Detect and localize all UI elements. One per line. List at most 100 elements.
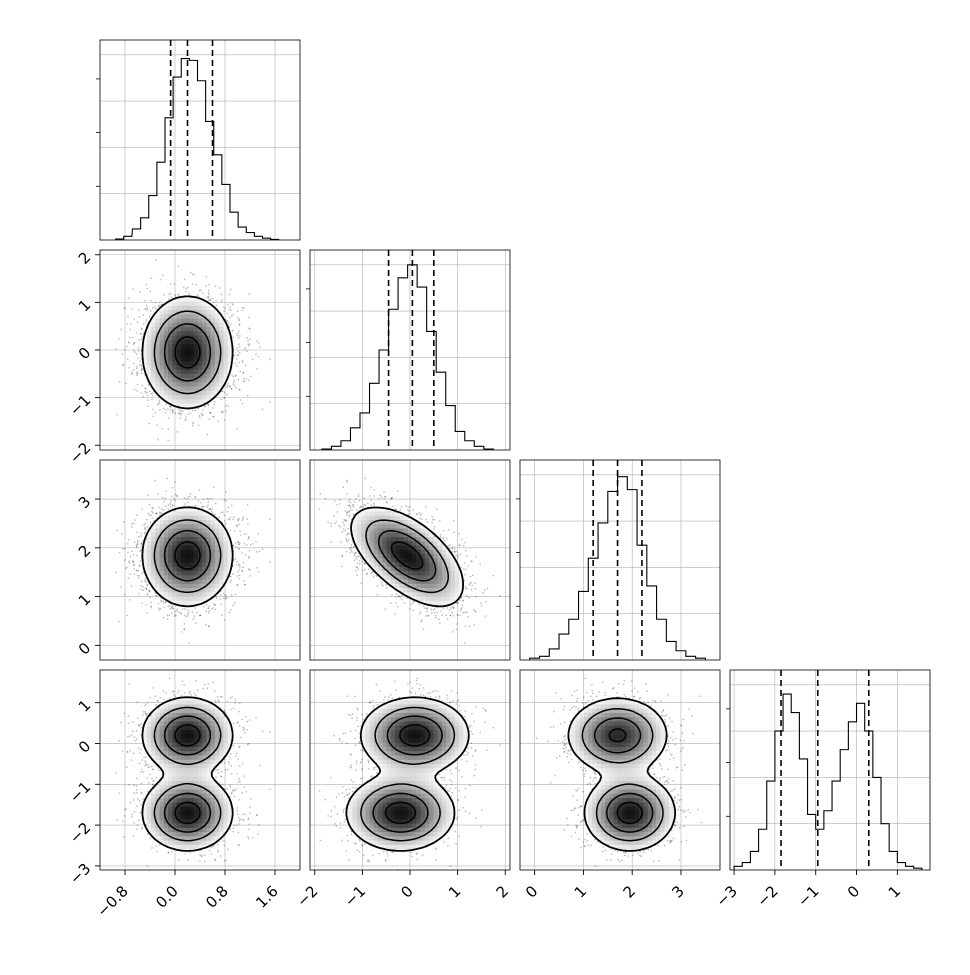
sample-point <box>199 415 200 416</box>
density-cell <box>151 378 156 383</box>
density-cell <box>164 314 169 319</box>
sample-point <box>128 367 129 368</box>
density-cell <box>194 314 199 319</box>
density-cell <box>151 335 156 340</box>
sample-point <box>147 400 148 401</box>
density-cell <box>147 369 152 374</box>
sample-point <box>134 318 135 319</box>
sample-point <box>227 383 228 384</box>
sample-point <box>128 539 129 540</box>
sample-point <box>206 296 207 297</box>
density-cell <box>206 390 211 395</box>
sample-point <box>219 287 220 288</box>
sample-point <box>169 294 170 295</box>
density-cell <box>211 331 216 336</box>
sample-point <box>128 562 129 563</box>
sample-point <box>184 278 185 279</box>
sample-point <box>180 414 181 415</box>
sample-point <box>152 307 153 308</box>
density-cell <box>219 331 224 336</box>
sample-point <box>172 410 173 411</box>
sample-point <box>146 526 147 527</box>
sample-point <box>140 544 141 545</box>
density-cell <box>164 386 169 391</box>
density-cell <box>185 331 190 336</box>
sample-point <box>162 275 163 276</box>
density-cell <box>155 386 160 391</box>
density-cell <box>177 386 182 391</box>
hist-panel-1 <box>306 250 510 450</box>
sample-point <box>225 500 226 501</box>
density-cell <box>151 365 156 370</box>
density-cell <box>181 356 186 361</box>
sample-point <box>122 353 123 354</box>
sample-point <box>214 401 215 402</box>
sample-point <box>239 389 240 390</box>
sample-point <box>231 374 232 375</box>
density-cell <box>202 348 207 353</box>
density-cell <box>219 373 224 378</box>
sample-point <box>247 343 248 344</box>
sample-point <box>167 408 168 409</box>
sample-point <box>233 382 234 383</box>
density-cell <box>189 314 194 319</box>
density-cell <box>172 361 177 366</box>
sample-point <box>207 434 208 435</box>
hist-panel-3 <box>726 670 930 870</box>
sample-point <box>228 322 229 323</box>
sample-point <box>243 307 244 308</box>
density-cell <box>160 310 165 315</box>
sample-point <box>221 411 222 412</box>
sample-point <box>169 409 170 410</box>
density-cell <box>206 386 211 391</box>
density-cell <box>147 348 152 353</box>
density-cell <box>168 339 173 344</box>
density-cell <box>185 403 190 408</box>
sample-point <box>127 316 128 317</box>
sample-point <box>167 440 168 441</box>
sample-point <box>159 302 160 303</box>
sample-point <box>218 421 219 422</box>
sample-point <box>145 391 146 392</box>
sample-point <box>152 393 153 394</box>
density-cell <box>181 301 186 306</box>
sample-point <box>136 390 137 391</box>
sample-point <box>147 309 148 310</box>
sample-point <box>144 578 145 579</box>
sample-point <box>131 371 132 372</box>
sample-point <box>195 410 196 411</box>
density-cell <box>168 352 173 357</box>
density-cell <box>147 335 152 340</box>
sample-point <box>145 388 146 389</box>
density-cell <box>219 378 224 383</box>
sample-point <box>236 333 237 334</box>
density-cell <box>211 386 216 391</box>
density-cell <box>219 369 224 374</box>
sample-point <box>192 284 193 285</box>
density-cell <box>215 378 220 383</box>
density-cell <box>223 369 228 374</box>
sample-point <box>152 409 153 410</box>
sample-point <box>116 530 117 531</box>
sample-point <box>258 571 259 572</box>
density-cell <box>160 361 165 366</box>
sample-point <box>238 331 239 332</box>
sample-point <box>213 416 214 417</box>
sample-point <box>146 307 147 308</box>
sample-point <box>262 548 263 549</box>
density-cell <box>206 369 211 374</box>
sample-point <box>139 316 140 317</box>
sample-point <box>206 276 207 277</box>
sample-point <box>171 612 172 613</box>
scatter-points <box>98 259 270 454</box>
sample-point <box>226 394 227 395</box>
density-cell <box>160 314 165 319</box>
sample-point <box>220 594 221 595</box>
density-cell <box>185 361 190 366</box>
density-cell <box>215 314 220 319</box>
density-cell <box>181 344 186 349</box>
sample-point <box>165 409 166 410</box>
sample-point <box>247 395 248 396</box>
density-cell <box>151 373 156 378</box>
sample-point <box>175 482 176 483</box>
